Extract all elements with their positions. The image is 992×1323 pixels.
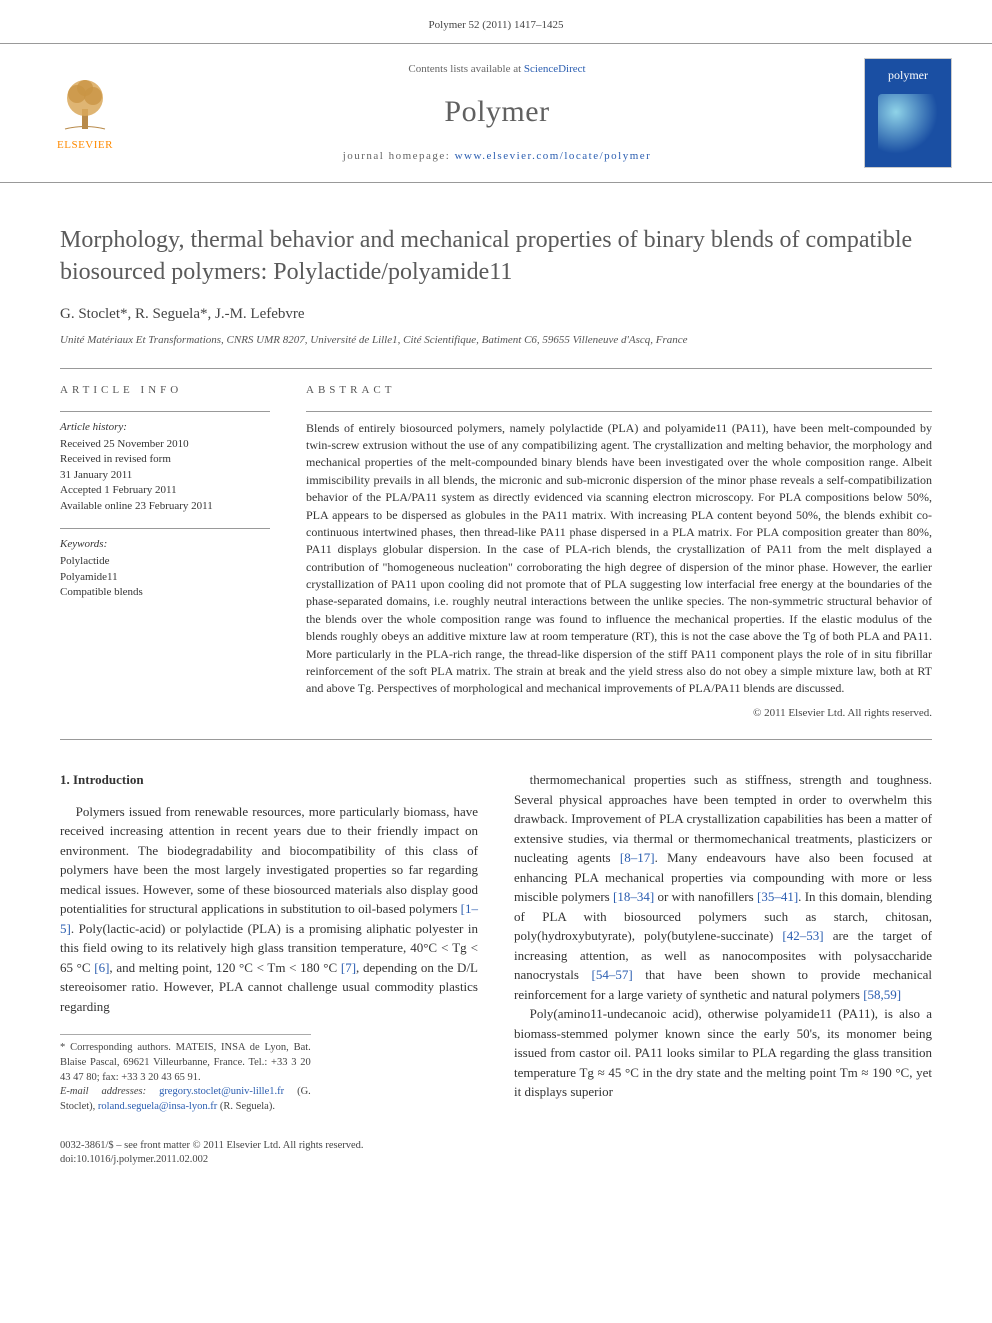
email-who-2: (R. Seguela).	[217, 1101, 275, 1112]
correspondence-footnotes: * Corresponding authors. MATEIS, INSA de…	[60, 1034, 311, 1114]
intro-paragraph-2: thermomechanical properties such as stif…	[514, 770, 932, 1004]
info-abstract-row: ARTICLE INFO Article history: Received 2…	[60, 369, 932, 739]
citation-ref[interactable]: [54–57]	[592, 967, 633, 982]
article-info-heading: ARTICLE INFO	[60, 383, 270, 398]
citation-ref[interactable]: [35–41]	[757, 889, 798, 904]
authors-line: G. Stoclet*, R. Seguela*, J.-M. Lefebvre	[60, 304, 932, 325]
citation-ref[interactable]: [7]	[341, 960, 356, 975]
corresponding-author-note: * Corresponding authors. MATEIS, INSA de…	[60, 1041, 311, 1085]
section-1-heading: 1. Introduction	[60, 770, 478, 790]
citation-ref[interactable]: [1–5]	[60, 901, 478, 936]
intro-paragraph-1: Polymers issued from renewable resources…	[60, 802, 478, 1017]
abstract-text: Blends of entirely biosourced polymers, …	[306, 420, 932, 698]
article-info-column: ARTICLE INFO Article history: Received 2…	[60, 383, 270, 721]
body-column-left: 1. Introduction Polymers issued from ren…	[60, 770, 478, 1114]
info-divider-2	[60, 528, 270, 529]
masthead-center: Contents lists available at ScienceDirec…	[150, 62, 844, 165]
affiliation-line: Unité Matériaux Et Transformations, CNRS…	[60, 333, 932, 348]
journal-homepage-line: journal homepage: www.elsevier.com/locat…	[150, 149, 844, 164]
cover-thumb-block: polymer	[864, 58, 952, 168]
homepage-prefix: journal homepage:	[343, 150, 455, 162]
contents-prefix: Contents lists available at	[408, 63, 523, 75]
email-link-2[interactable]: roland.seguela@insa-lyon.fr	[98, 1101, 217, 1112]
info-divider-1	[60, 411, 270, 412]
email-addresses-line: E-mail addresses: gregory.stoclet@univ-l…	[60, 1085, 311, 1114]
citation-ref[interactable]: [6]	[94, 960, 109, 975]
abstract-heading: ABSTRACT	[306, 383, 932, 398]
abstract-column: ABSTRACT Blends of entirely biosourced p…	[306, 383, 932, 721]
email-label: E-mail addresses:	[60, 1086, 159, 1097]
publisher-block: ELSEVIER	[40, 74, 130, 153]
citation-ref[interactable]: [18–34]	[613, 889, 654, 904]
intro-paragraph-3: Poly(amino11-undecanoic acid), otherwise…	[514, 1004, 932, 1102]
article-body: Morphology, thermal behavior and mechani…	[0, 183, 992, 1138]
journal-cover-thumb: polymer	[864, 58, 952, 168]
email-link-1[interactable]: gregory.stoclet@univ-lille1.fr	[159, 1086, 284, 1097]
keywords-label: Keywords:	[60, 537, 270, 552]
abstract-copyright: © 2011 Elsevier Ltd. All rights reserved…	[306, 706, 932, 721]
keywords-text: Polylactide Polyamide11 Compatible blend…	[60, 554, 270, 600]
abstract-divider	[306, 411, 932, 412]
sciencedirect-link[interactable]: ScienceDirect	[524, 63, 586, 75]
front-matter-line: 0032-3861/$ – see front matter © 2011 El…	[60, 1139, 932, 1154]
body-two-column: 1. Introduction Polymers issued from ren…	[60, 740, 932, 1138]
article-title: Morphology, thermal behavior and mechani…	[60, 225, 932, 287]
journal-name: Polymer	[150, 91, 844, 133]
doi-line: doi:10.1016/j.polymer.2011.02.002	[60, 1153, 932, 1168]
citation-ref[interactable]: [58,59]	[863, 987, 901, 1002]
article-history-label: Article history:	[60, 420, 270, 435]
citation-ref[interactable]: [42–53]	[782, 928, 823, 943]
article-history-text: Received 25 November 2010 Received in re…	[60, 437, 270, 514]
journal-homepage-link[interactable]: www.elsevier.com/locate/polymer	[455, 150, 652, 162]
publisher-label: ELSEVIER	[57, 138, 113, 153]
citation-line: Polymer 52 (2011) 1417–1425	[0, 0, 992, 43]
cover-thumb-title: polymer	[888, 67, 928, 84]
citation-ref[interactable]: [8–17]	[620, 850, 655, 865]
body-column-right: thermomechanical properties such as stif…	[514, 770, 932, 1114]
page-footer: 0032-3861/$ – see front matter © 2011 El…	[0, 1139, 992, 1198]
elsevier-tree-icon	[55, 74, 115, 134]
contents-available-line: Contents lists available at ScienceDirec…	[150, 62, 844, 77]
journal-masthead: ELSEVIER Contents lists available at Sci…	[0, 43, 992, 183]
cover-thumb-art	[878, 94, 938, 154]
